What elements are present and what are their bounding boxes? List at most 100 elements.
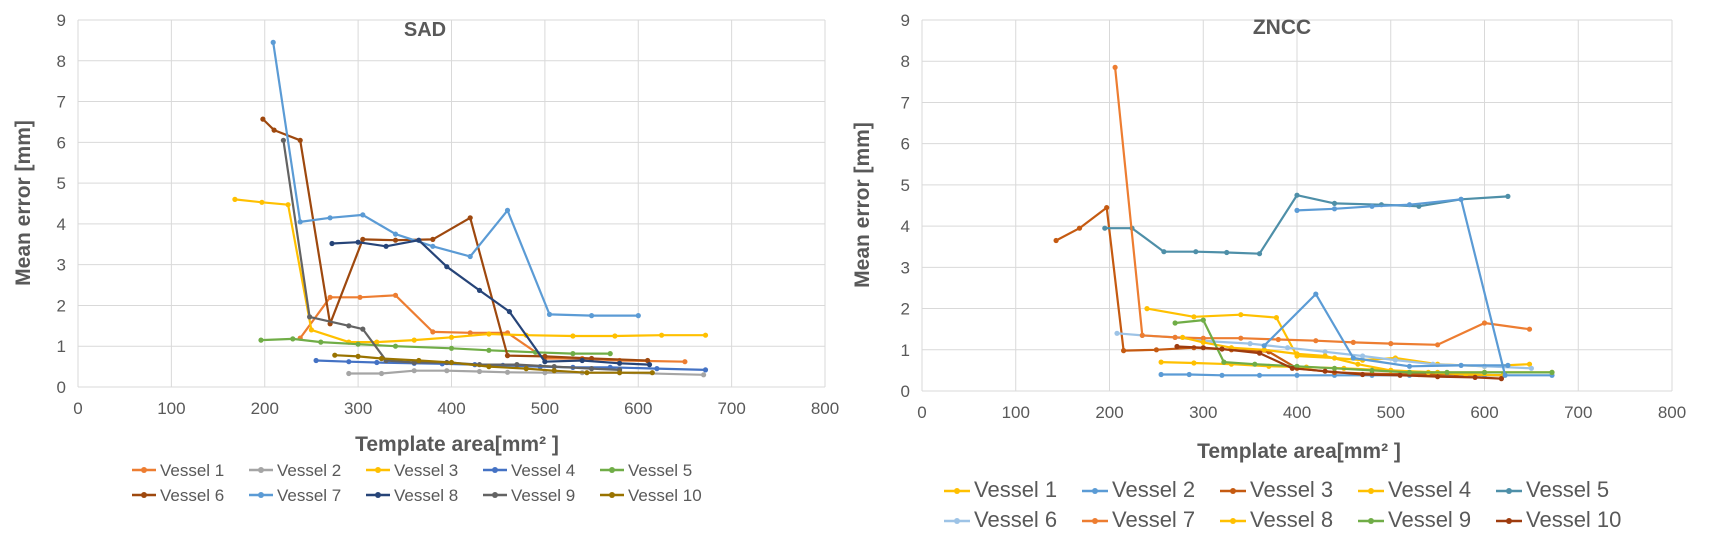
series-vessel-9 xyxy=(280,137,623,373)
series-vessel-2-alt- xyxy=(1261,291,1511,369)
data-point xyxy=(486,331,492,337)
data-point xyxy=(357,294,363,300)
data-point xyxy=(1369,203,1375,209)
data-point xyxy=(1388,341,1394,347)
chart-title: ZNCC xyxy=(1253,16,1311,39)
y-tick-label: 4 xyxy=(901,217,910,236)
series-vessel-10 xyxy=(332,352,655,376)
x-tick-label: 700 xyxy=(1564,403,1592,422)
data-point xyxy=(1172,320,1178,326)
data-point xyxy=(1161,249,1167,255)
data-point xyxy=(1526,361,1533,367)
data-point xyxy=(1360,371,1366,378)
series-line xyxy=(1263,293,1508,368)
y-tick-label: 8 xyxy=(901,52,910,71)
series-line xyxy=(1114,67,1530,346)
data-point xyxy=(646,362,653,368)
y-tick-label: 5 xyxy=(901,176,910,195)
data-point xyxy=(232,196,238,202)
data-point xyxy=(1102,225,1108,231)
data-point xyxy=(542,359,548,365)
x-tick-label: 600 xyxy=(624,399,652,418)
data-point xyxy=(374,359,380,366)
data-point xyxy=(1104,205,1110,211)
data-point xyxy=(1285,345,1291,351)
legend-item: Vessel 9 xyxy=(1358,507,1471,532)
data-point xyxy=(285,202,291,208)
data-point xyxy=(1350,355,1356,361)
data-point xyxy=(355,341,361,347)
data-point xyxy=(1289,365,1295,371)
data-point xyxy=(1200,317,1206,323)
x-tick-label: 0 xyxy=(917,403,926,422)
data-point xyxy=(546,311,553,317)
data-point xyxy=(329,240,335,247)
legend-marker xyxy=(954,518,960,524)
data-point xyxy=(1331,365,1338,371)
x-tick-label: 200 xyxy=(251,399,279,418)
data-point xyxy=(1112,64,1118,70)
data-point xyxy=(1369,367,1375,373)
data-point xyxy=(360,236,366,242)
data-point xyxy=(360,326,366,332)
legend-marker xyxy=(1092,518,1098,524)
data-point xyxy=(1238,312,1244,318)
data-point xyxy=(1481,320,1488,326)
legend: Vessel 1 Vessel 2 Vessel 3 Vessel 4 Vessel 5… xyxy=(944,477,1621,532)
legend-marker xyxy=(492,492,498,498)
legend-label: Vessel 3 xyxy=(1250,477,1333,502)
y-tick-label: 2 xyxy=(901,300,910,319)
data-point xyxy=(1200,335,1206,341)
data-point xyxy=(260,116,266,122)
data-point xyxy=(645,357,651,364)
legend-marker xyxy=(1092,488,1098,494)
data-point xyxy=(551,368,557,374)
data-point xyxy=(416,237,422,243)
data-point xyxy=(307,314,313,320)
data-point xyxy=(1360,353,1366,359)
data-point xyxy=(297,137,303,143)
data-point xyxy=(1498,376,1504,382)
legend-label: Vessel 9 xyxy=(511,486,575,505)
legend-label: Vessel 4 xyxy=(1388,477,1471,502)
data-point xyxy=(1256,350,1263,356)
data-point xyxy=(1053,237,1059,244)
data-point xyxy=(1153,347,1159,353)
series-vessel-10 xyxy=(1174,343,1504,382)
data-point xyxy=(448,345,455,351)
data-point xyxy=(355,353,361,359)
data-point xyxy=(1256,372,1263,378)
legend-label: Vessel 8 xyxy=(1250,507,1333,532)
data-point xyxy=(1505,362,1511,368)
data-point xyxy=(392,292,399,298)
data-point xyxy=(1294,192,1300,198)
legend-label: Vessel 4 xyxy=(511,461,575,480)
data-point xyxy=(570,351,576,357)
data-point xyxy=(1172,334,1178,340)
data-point xyxy=(589,366,595,372)
legend-marker xyxy=(1230,518,1236,524)
x-tick-label: 400 xyxy=(1283,403,1311,422)
data-point xyxy=(589,313,595,319)
data-point xyxy=(523,366,529,372)
data-point xyxy=(467,330,473,336)
data-point xyxy=(542,353,548,359)
legend-label: Vessel 5 xyxy=(1526,477,1609,502)
data-point xyxy=(327,215,333,221)
legend-item: Vessel 10 xyxy=(1496,507,1621,532)
data-point xyxy=(514,362,520,368)
data-point xyxy=(542,370,548,376)
data-point xyxy=(1200,345,1206,351)
legend-label: Vessel 5 xyxy=(628,461,692,480)
x-tick-label: 400 xyxy=(437,399,465,418)
data-point xyxy=(374,339,380,345)
legend-label: Vessel 3 xyxy=(394,461,458,480)
data-point xyxy=(617,370,623,376)
y-tick-label: 2 xyxy=(57,296,66,315)
data-point xyxy=(430,329,436,335)
data-point xyxy=(1313,291,1319,297)
data-point xyxy=(659,332,665,338)
data-point xyxy=(1114,330,1120,336)
series-vessel-8 xyxy=(329,237,653,368)
chart-zncc: 0 100 200 300 400 500 600 700 800 0 1 2 3 4 5 6 7 8 9 ZNCC T… xyxy=(851,11,1686,532)
